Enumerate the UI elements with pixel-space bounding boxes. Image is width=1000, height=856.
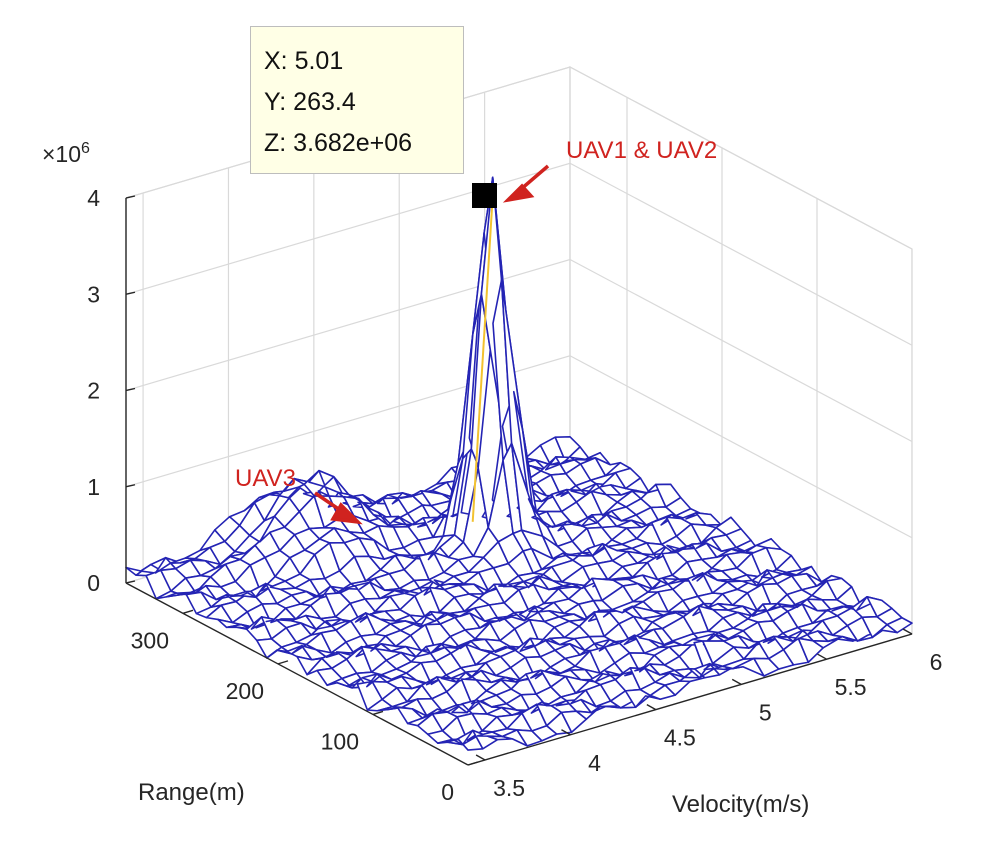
x-tick-label: 5.5 — [835, 674, 867, 700]
arrow-uav12 — [502, 164, 550, 203]
x-tick-mark — [731, 678, 742, 685]
z-tick-mark — [125, 195, 136, 199]
surface-mesh — [125, 176, 913, 751]
x-tick-label: 4 — [588, 750, 601, 776]
y-tick-label: 0 — [441, 779, 454, 805]
x-axis-label: Velocity(m/s) — [672, 791, 809, 818]
datatip-y: Y: 263.4 — [264, 88, 356, 116]
arrow-uav3 — [314, 491, 363, 525]
annotation-uav12: UAV1 & UAV2 — [566, 137, 717, 164]
y-tick-label: 100 — [321, 728, 359, 754]
z-tick-mark — [125, 484, 136, 488]
axes-layer: 0 1 2 3 4 0 100 200 300 3.5 4 4.5 5 5.5 6 — [87, 185, 942, 805]
datatip-x: X: 5.01 — [264, 47, 344, 75]
datatip-z: Z: 3.682e+06 — [264, 129, 413, 157]
z-tick-mark — [125, 291, 136, 295]
z-exponent-label: ×106 — [42, 140, 90, 167]
z-tick-label: 0 — [87, 570, 100, 596]
grid-line-z — [125, 66, 913, 250]
z-tick-label: 1 — [87, 474, 100, 500]
annotation-arrows — [314, 164, 550, 525]
x-axis-line — [467, 633, 913, 766]
datatip-marker[interactable] — [472, 183, 497, 208]
z-tick-mark — [125, 580, 136, 584]
x-tick-label: 3.5 — [493, 775, 525, 801]
x-tick-mark — [902, 628, 913, 635]
x-tick-label: 6 — [930, 649, 943, 675]
x-tick-mark — [646, 703, 657, 711]
x-tick-label: 5 — [759, 699, 772, 725]
x-tick-mark — [475, 754, 486, 761]
z-tick-label: 2 — [87, 378, 100, 404]
y-tick-label: 300 — [131, 627, 169, 653]
y-tick-mark — [182, 609, 194, 615]
z-tick-mark — [125, 387, 136, 392]
x-tick-mark — [561, 729, 571, 736]
peak-highlight — [471, 196, 494, 522]
x-tick-mark — [817, 653, 827, 660]
mesh-cell — [886, 616, 913, 634]
z-tick-label: 3 — [87, 281, 100, 307]
labels-layer: ×106 Velocity(m/s) Range(m) UAV1 & UAV2 … — [42, 137, 809, 818]
y-tick-mark — [277, 660, 289, 665]
y-tick-label: 200 — [226, 678, 264, 704]
annotation-uav3: UAV3 — [235, 465, 296, 492]
x-tick-label: 4.5 — [664, 725, 696, 751]
y-tick-mark — [372, 710, 384, 716]
y-axis-label: Range(m) — [138, 779, 245, 806]
datatip-box: X: 5.01 Y: 263.4 Z: 3.682e+06 — [250, 26, 464, 174]
z-tick-label: 4 — [87, 185, 100, 211]
